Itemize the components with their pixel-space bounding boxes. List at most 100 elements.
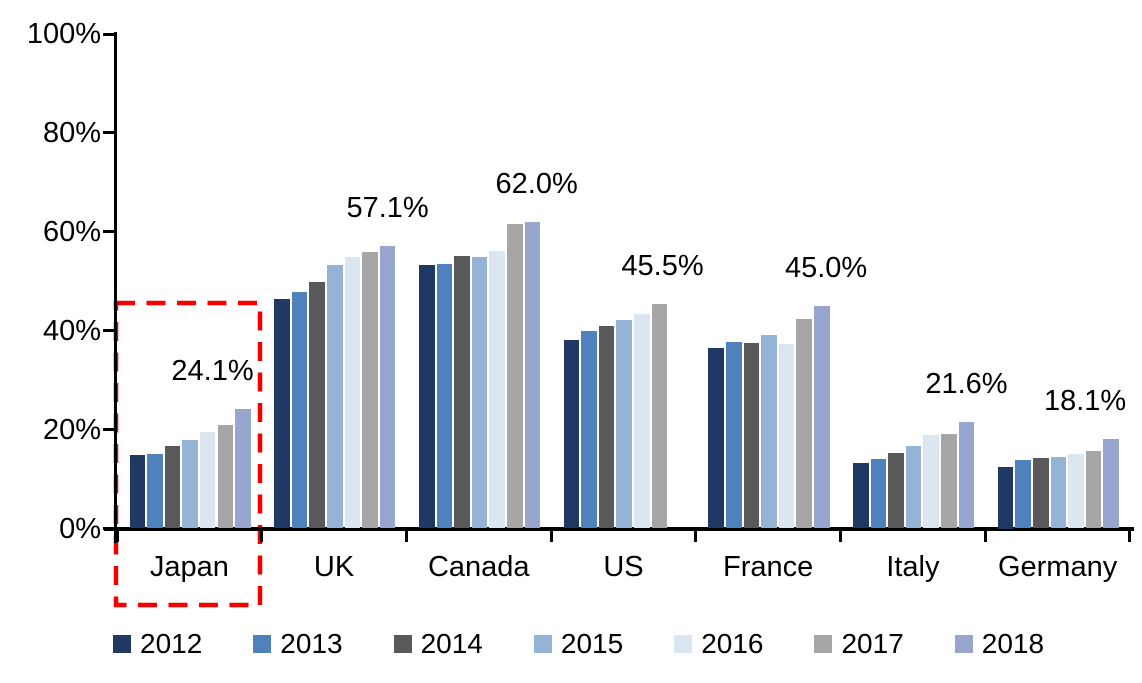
data-label: 21.6% bbox=[925, 367, 1008, 400]
data-label: 45.0% bbox=[784, 251, 868, 284]
legend-item: 2017 bbox=[814, 628, 904, 659]
legend-label: 2015 bbox=[560, 628, 624, 659]
bar bbox=[581, 331, 597, 529]
x-axis-tick bbox=[404, 530, 408, 542]
category-label: UK bbox=[313, 551, 355, 583]
y-axis-tick bbox=[103, 428, 114, 432]
x-axis-tick bbox=[549, 530, 553, 542]
bar bbox=[418, 265, 435, 529]
bar bbox=[1085, 451, 1102, 529]
bar bbox=[129, 455, 146, 529]
category-label: Italy bbox=[886, 551, 940, 583]
bar bbox=[725, 342, 742, 529]
y-axis-tick-label: 0% bbox=[59, 512, 101, 545]
bar bbox=[651, 303, 668, 529]
category-label: US bbox=[603, 551, 644, 583]
bar bbox=[870, 459, 887, 529]
category-label: Japan bbox=[149, 551, 229, 583]
x-axis-tick bbox=[260, 530, 264, 542]
bar bbox=[362, 252, 378, 529]
y-axis-tick-label: 100% bbox=[26, 18, 101, 50]
y-axis-tick-label: 80% bbox=[42, 116, 101, 149]
x-axis-tick bbox=[1128, 530, 1132, 542]
bar bbox=[199, 431, 216, 529]
category-label: Canada bbox=[427, 551, 530, 583]
bar bbox=[1068, 453, 1084, 529]
bar bbox=[147, 454, 163, 529]
bar bbox=[888, 453, 904, 529]
bar bbox=[524, 221, 541, 529]
y-axis-tick bbox=[103, 230, 114, 234]
legend-swatch-icon bbox=[954, 635, 973, 653]
legend-label: 2018 bbox=[981, 628, 1045, 659]
bar bbox=[471, 256, 488, 529]
y-axis-tick-label: 20% bbox=[42, 413, 101, 446]
bar bbox=[235, 409, 251, 529]
bar bbox=[489, 250, 505, 529]
bar bbox=[708, 348, 724, 529]
category-label: Germany bbox=[997, 551, 1118, 583]
bar bbox=[454, 255, 470, 529]
bar bbox=[436, 263, 453, 529]
data-label: 24.1% bbox=[171, 355, 254, 388]
x-axis-tick bbox=[839, 530, 843, 542]
bar bbox=[309, 281, 325, 529]
bar bbox=[506, 223, 523, 529]
legend-label: 2014 bbox=[420, 628, 483, 659]
bar bbox=[217, 424, 234, 529]
bar bbox=[616, 320, 633, 529]
data-label: 62.0% bbox=[495, 167, 578, 200]
legend-label: 2012 bbox=[140, 628, 203, 659]
legend-item: 2012 bbox=[113, 629, 202, 659]
legend-swatch-icon bbox=[674, 635, 693, 653]
category-label: France bbox=[723, 551, 814, 583]
bar bbox=[1103, 438, 1119, 529]
y-axis-line bbox=[113, 32, 117, 543]
bar bbox=[853, 463, 869, 529]
bar bbox=[813, 305, 830, 529]
bar bbox=[274, 299, 290, 529]
bar bbox=[923, 434, 940, 529]
legend-item: 2018 bbox=[954, 628, 1045, 659]
bar bbox=[598, 326, 615, 529]
bar bbox=[778, 344, 795, 529]
legend: 2012 2013 2014 2015 2016 2017 2018 bbox=[113, 629, 1044, 659]
y-axis-tick bbox=[103, 131, 114, 135]
bar bbox=[327, 264, 343, 529]
bar bbox=[1032, 458, 1049, 529]
bar bbox=[958, 421, 975, 529]
bar bbox=[743, 342, 760, 529]
x-axis-tick bbox=[115, 530, 119, 542]
legend-label: 2016 bbox=[701, 628, 764, 659]
data-label: 18.1% bbox=[1043, 384, 1127, 417]
bar bbox=[905, 445, 922, 529]
bar bbox=[182, 439, 198, 529]
legend-item: 2014 bbox=[393, 628, 483, 659]
legend-label: 2013 bbox=[280, 628, 343, 659]
legend-swatch-icon bbox=[393, 635, 412, 653]
bar bbox=[997, 466, 1014, 529]
legend-swatch-icon bbox=[113, 635, 131, 653]
bar bbox=[634, 313, 650, 529]
bar bbox=[164, 446, 181, 529]
y-axis-tick-label: 60% bbox=[42, 215, 101, 248]
bar bbox=[1015, 459, 1031, 529]
bar bbox=[941, 433, 957, 529]
legend-item: 2016 bbox=[674, 629, 763, 659]
legend-swatch-icon bbox=[533, 635, 552, 653]
bar bbox=[796, 319, 812, 529]
bar bbox=[344, 257, 361, 529]
y-axis-tick bbox=[103, 32, 114, 36]
data-label: 57.1% bbox=[346, 192, 429, 225]
x-axis-tick bbox=[983, 530, 987, 542]
x-axis-line bbox=[104, 526, 1134, 531]
legend-item: 2013 bbox=[253, 628, 343, 659]
y-axis-tick-label: 40% bbox=[42, 314, 101, 347]
legend-label: 2017 bbox=[841, 628, 904, 659]
bar bbox=[1050, 456, 1067, 529]
bar bbox=[291, 291, 308, 529]
bar bbox=[761, 334, 777, 529]
legend-swatch-icon bbox=[814, 635, 833, 653]
bar bbox=[379, 246, 396, 529]
